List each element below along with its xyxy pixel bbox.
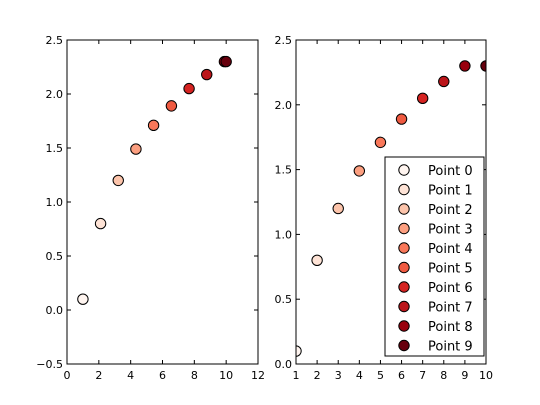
left-ytick-label-4: 1.5 [46, 142, 64, 155]
left-ytick-label-6: 2.5 [46, 34, 64, 47]
right-legend-label-4: Point 4 [428, 242, 473, 257]
right-ytick-label-2: 1.0 [275, 228, 293, 241]
right-legend-label-1: Point 1 [428, 184, 473, 199]
right-point-6 [416, 92, 429, 105]
right-legend-marker-9 [398, 339, 410, 352]
right-legend-label-3: Point 3 [428, 223, 473, 238]
right-xtick-label-5: 6 [398, 369, 405, 382]
left-point-6 [183, 82, 195, 95]
left-point-5 [165, 100, 178, 112]
right-axes-frame [295, 39, 487, 365]
right-legend-marker-7 [398, 300, 410, 313]
right-legend-marker-3 [398, 222, 410, 235]
left-xtick-label-1: 2 [95, 369, 102, 382]
left-point-9 [220, 55, 232, 68]
right-legend-marker-2 [398, 203, 410, 215]
left-ytick-label-2: 0.5 [46, 250, 64, 263]
left-point-2 [112, 174, 124, 187]
right-point-8 [459, 60, 471, 72]
right-xtick-label-2: 3 [335, 369, 342, 382]
right-xtick-label-3: 4 [356, 369, 363, 382]
left-ytick-label-3: 1.0 [46, 196, 64, 209]
right-point-5 [395, 113, 408, 125]
right-legend-label-0: Point 0 [428, 164, 473, 179]
right-legend-marker-6 [398, 281, 410, 293]
left-xtick-label-3: 6 [159, 369, 166, 382]
right-legend-marker-0 [398, 164, 410, 176]
right-point-2 [332, 202, 344, 215]
right-xtick-label-4: 5 [377, 369, 384, 382]
right-legend-marker-1 [398, 183, 410, 196]
left-point-7 [201, 68, 213, 81]
right-point-0 [296, 345, 302, 357]
left-xtick-label-2: 4 [127, 369, 134, 382]
left-xtick-label-4: 8 [191, 369, 198, 382]
left-points [77, 55, 232, 305]
right-ytick-label-3: 1.5 [275, 164, 293, 177]
right-xtick-label-7: 8 [440, 369, 447, 382]
right-ytick-label-0: 0.0 [275, 358, 293, 371]
left-axes: 0 2 4 6 8 10 12 −0.5 0.0 0.5 1.0 1.5 2.0 2.5 [36, 34, 265, 382]
left-ytick-label-1: 0.0 [46, 304, 64, 317]
right-point-4 [374, 136, 387, 149]
left-point-4 [147, 119, 160, 132]
right-legend-label-2: Point 2 [428, 203, 473, 218]
left-point-3 [130, 143, 142, 155]
right-xtick-label-9: 10 [479, 369, 493, 382]
left-ytick-label-0: −0.5 [36, 358, 63, 371]
right-legend-marker-5 [398, 261, 410, 274]
left-xtick-label-6: 12 [251, 369, 265, 382]
left-xtick-label-5: 10 [219, 369, 233, 382]
right-xtick-label-0: 1 [293, 369, 300, 382]
left-ytick-label-5: 2.0 [46, 88, 64, 101]
right-xtick-label-8: 9 [461, 369, 468, 382]
right-legend-label-5: Point 5 [428, 262, 473, 277]
right-legend-label-6: Point 6 [428, 281, 473, 296]
right-legend-marker-4 [398, 242, 410, 254]
right-axes: 1 2 3 4 5 6 7 8 9 10 0.0 0.5 1.0 1.5 2.0 2.5 Point 0 Poin… [275, 34, 494, 382]
right-legend-label-8: Point 8 [428, 320, 473, 335]
right-legend-label-7: Point 7 [428, 301, 473, 316]
right-point-3 [353, 165, 366, 177]
left-point-1 [94, 217, 107, 230]
right-ytick-label-1: 0.5 [275, 293, 293, 306]
left-point-0 [77, 293, 89, 305]
right-point-1 [311, 254, 323, 267]
left-xtick-label-0: 0 [64, 369, 71, 382]
right-points [296, 60, 486, 357]
right-legend-label-9: Point 9 [428, 340, 473, 355]
right-ytick-label-5: 2.5 [275, 34, 293, 47]
right-legend-marker-8 [398, 320, 410, 332]
right-xtick-label-6: 7 [419, 369, 426, 382]
right-ytick-label-4: 2.0 [275, 99, 293, 112]
right-xtick-label-1: 2 [314, 369, 321, 382]
right-point-7 [438, 75, 450, 88]
